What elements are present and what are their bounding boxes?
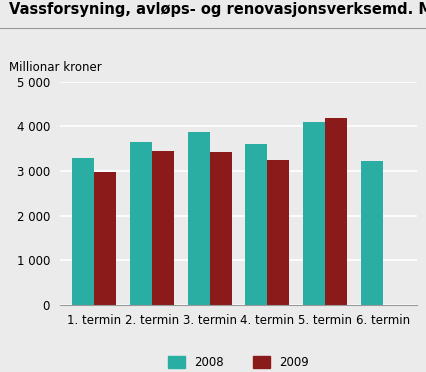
Bar bbox=[245, 144, 268, 305]
Bar bbox=[72, 158, 94, 305]
Bar bbox=[268, 160, 289, 305]
Bar bbox=[361, 161, 383, 305]
Text: Vassforsyning, avløps- og renovasjonsverksemd. Millionar kroner: Vassforsyning, avløps- og renovasjonsver… bbox=[9, 2, 426, 17]
Bar bbox=[152, 151, 174, 305]
Bar bbox=[210, 153, 232, 305]
Bar bbox=[188, 132, 210, 305]
Text: Millionar kroner: Millionar kroner bbox=[9, 61, 101, 74]
Legend: 2008, 2009: 2008, 2009 bbox=[168, 356, 309, 369]
Bar bbox=[303, 122, 325, 305]
Bar bbox=[325, 118, 347, 305]
Bar bbox=[130, 142, 152, 305]
Bar bbox=[94, 173, 116, 305]
